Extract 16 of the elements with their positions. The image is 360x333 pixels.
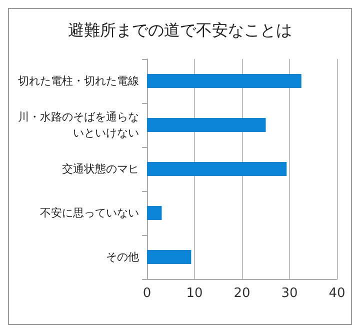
x-tick-label: 20 [234,286,250,301]
y-tick-label: 交通状態のマヒ [62,162,139,176]
y-tick-label: 不安に思っていない [40,206,139,220]
x-tick-label: 30 [281,286,298,301]
y-tick-label: その他 [106,250,139,264]
bar [147,250,192,264]
x-tick-label: 40 [328,286,346,301]
y-tick-label: 切れた電柱・切れた電線 [18,74,139,88]
bar [147,206,162,220]
y-tick-label: 川・水路のそばを通らないといけない [18,110,139,140]
x-tick-label: 10 [186,286,203,301]
bar [147,162,287,176]
bar [147,118,266,132]
bar [147,74,302,88]
chart-title: 避難所までの道で不安なことは [68,20,292,40]
x-tick-label: 0 [142,286,152,301]
